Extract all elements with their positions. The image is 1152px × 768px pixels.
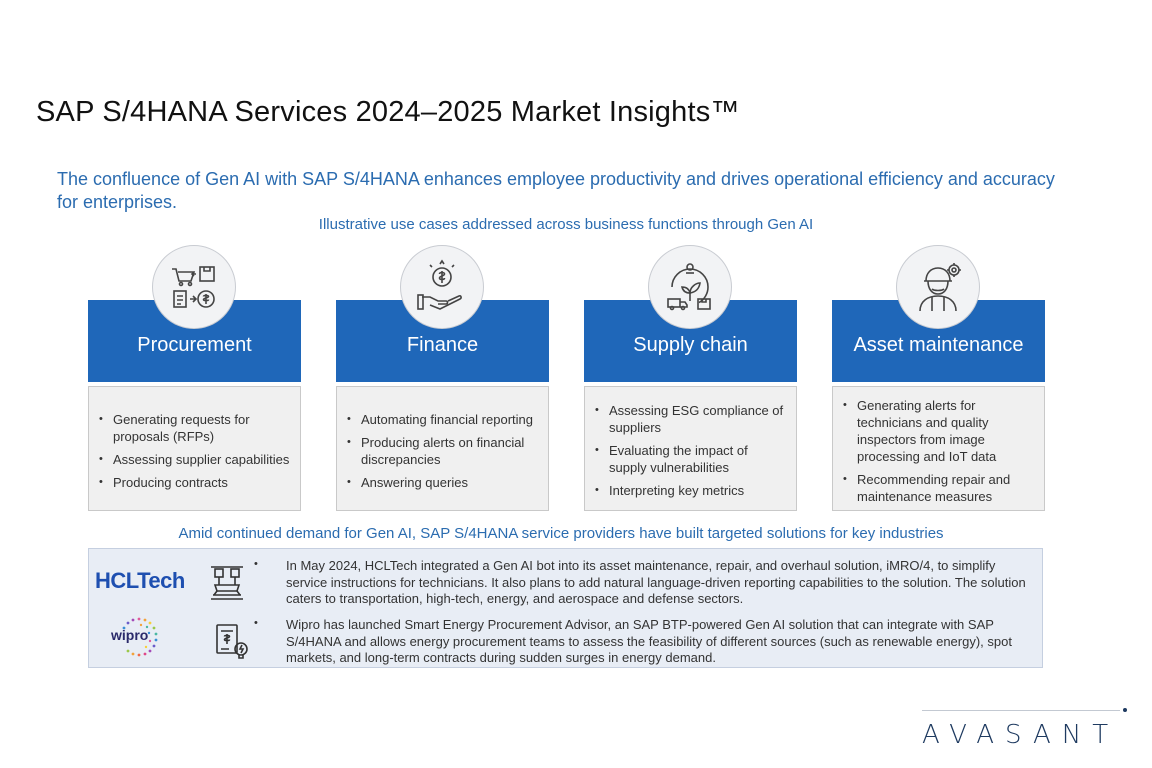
provider-news-item: • Wipro has launched Smart Energy Procur… (254, 617, 1034, 667)
list-item: Assessing ESG compliance of suppliers (593, 402, 788, 436)
list-item: Generating alerts for technicians and qu… (841, 397, 1036, 465)
list-item: Answering queries (345, 474, 540, 491)
use-case-list: Generating requests for proposals (RFPs)… (88, 386, 301, 511)
list-item: Producing alerts on financial discrepanc… (345, 434, 540, 468)
function-card-procurement: Procurement Generating requests for prop… (88, 245, 301, 513)
use-case-list: Automating financial reporting Producing… (336, 386, 549, 511)
supply-chain-icon (648, 245, 732, 329)
function-card-finance: Finance Automating financial reporting P… (336, 245, 549, 513)
hcltech-logo: HCLTech (95, 568, 185, 593)
list-item: Assessing supplier capabilities (97, 451, 292, 468)
news-text: Wipro has launched Smart Energy Procurem… (286, 617, 1012, 665)
wipro-logo-text: wipro (111, 627, 149, 643)
list-item: Generating requests for proposals (RFPs) (97, 411, 292, 445)
avasant-logo: AVASANT (922, 720, 1120, 750)
industrial-machine-icon (211, 566, 243, 600)
function-card-supply-chain: Supply chain Assessing ESG compliance of… (584, 245, 797, 513)
provider-news-item: • In May 2024, HCLTech integrated a Gen … (254, 558, 1034, 608)
use-cases-subheading: Illustrative use cases addressed across … (318, 216, 814, 233)
provider-panel: HCLTech wipro • In May (88, 548, 1043, 668)
list-item: Interpreting key metrics (593, 482, 788, 499)
brand-dot (1123, 708, 1127, 712)
use-case-list: Assessing ESG compliance of suppliers Ev… (584, 386, 797, 511)
list-item: Recommending repair and maintenance meas… (841, 471, 1036, 505)
energy-bill-icon (216, 624, 248, 659)
function-card-asset-maintenance: Asset maintenance Generating alerts for … (832, 245, 1045, 513)
technician-icon (896, 245, 980, 329)
list-item: Evaluating the impact of supply vulnerab… (593, 442, 788, 476)
list-item: Automating financial reporting (345, 411, 540, 428)
use-case-list: Generating alerts for technicians and qu… (832, 386, 1045, 511)
wipro-logo: wipro (103, 611, 175, 663)
page-title: SAP S/4HANA Services 2024–2025 Market In… (36, 96, 740, 128)
list-item: Producing contracts (97, 474, 292, 491)
headline: The confluence of Gen AI with SAP S/4HAN… (57, 169, 1055, 212)
finance-icon (400, 245, 484, 329)
brand-divider (922, 710, 1120, 711)
news-text: In May 2024, HCLTech integrated a Gen AI… (286, 558, 1026, 606)
procurement-icon (152, 245, 236, 329)
industries-subheading: Amid continued demand for Gen AI, SAP S/… (178, 525, 944, 542)
